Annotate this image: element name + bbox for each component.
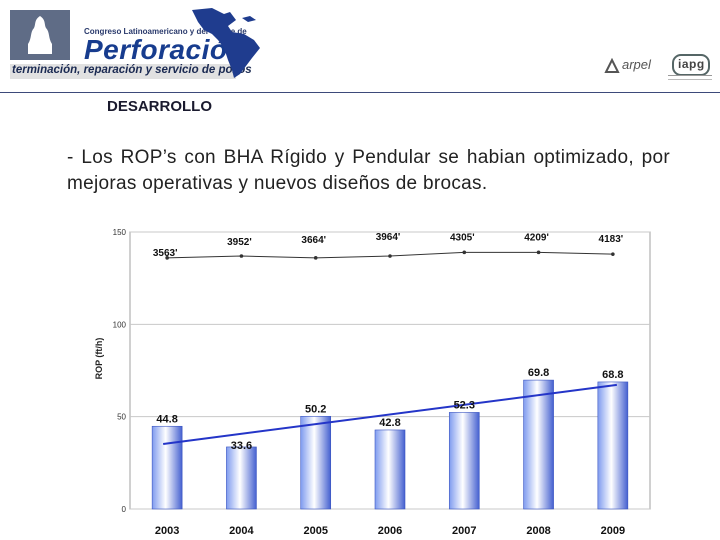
bar — [523, 379, 554, 510]
iapg-caption-line — [668, 75, 712, 76]
x-tick-label: 2009 — [601, 525, 625, 537]
body-paragraph: - Los ROP’s con BHA Rígido y Pendular se… — [67, 147, 670, 194]
bar — [597, 381, 629, 510]
bar-value-label: 52.3 — [454, 399, 475, 411]
x-tick-label: 2003 — [155, 525, 179, 537]
y-tick-label: 150 — [113, 228, 127, 237]
depth-point — [611, 252, 615, 256]
depth-label: 4209' — [524, 232, 549, 243]
bar — [226, 446, 257, 510]
section-title: DESARROLLO — [107, 98, 212, 115]
header: Congreso Latinoamericano y del Caribe de… — [0, 0, 720, 92]
iapg-caption-line — [668, 79, 712, 80]
bar-value-label: 44.8 — [156, 413, 177, 425]
depth-label: 3563' — [153, 248, 178, 259]
y-tick-label: 50 — [117, 413, 126, 422]
arpel-logo: arpel — [604, 55, 664, 77]
iapg-text: iapg — [678, 57, 705, 71]
x-tick-label: 2008 — [526, 525, 550, 537]
tagline-bar: terminación, reparación y servicio de po… — [10, 64, 252, 79]
bar — [448, 412, 480, 510]
header-divider — [0, 92, 720, 93]
depth-label: 3964' — [376, 232, 401, 243]
depth-label: 3664' — [301, 235, 326, 246]
tagline: terminación, reparación y servicio de po… — [12, 64, 252, 76]
bar — [300, 415, 332, 510]
depth-line — [167, 251, 613, 259]
iapg-badge: iapg — [672, 54, 710, 76]
x-tick-label: 2004 — [229, 525, 254, 537]
arpel-mark-icon — [604, 58, 620, 73]
depth-point — [165, 256, 169, 260]
rop-chart: 0 50 100 150 ROP (ft/h) 2003 2004 2005 2006 2007 2… — [94, 228, 651, 537]
latin-america-map-icon — [192, 8, 260, 78]
y-tick-label: 100 — [113, 320, 127, 329]
trend-line — [163, 383, 617, 445]
bar-value-label: 42.8 — [379, 417, 400, 429]
y-axis-label: ROP (ft/h) — [94, 338, 104, 380]
depth-label: 3952' — [227, 237, 252, 248]
bar — [151, 425, 183, 510]
y-tick-label: 0 — [122, 505, 127, 514]
x-tick-label: 2006 — [378, 525, 402, 537]
bar-value-label: 68.8 — [602, 369, 623, 381]
bar — [374, 429, 406, 510]
x-tick-label: 2005 — [303, 525, 327, 537]
depth-label: 4305' — [450, 232, 475, 243]
bar-value-label: 50.2 — [305, 403, 326, 415]
bar-value-label: 33.6 — [231, 440, 252, 452]
bar-value-label: 69.8 — [528, 367, 549, 379]
arpel-text: arpel — [622, 57, 651, 72]
iapg-logo: iapg — [668, 54, 712, 84]
oil-rig-icon — [28, 16, 52, 54]
x-tick-label: 2007 — [452, 525, 476, 537]
depth-label: 4183' — [599, 234, 624, 245]
congress-line: Congreso Latinoamericano y del Caribe de — [84, 27, 247, 36]
